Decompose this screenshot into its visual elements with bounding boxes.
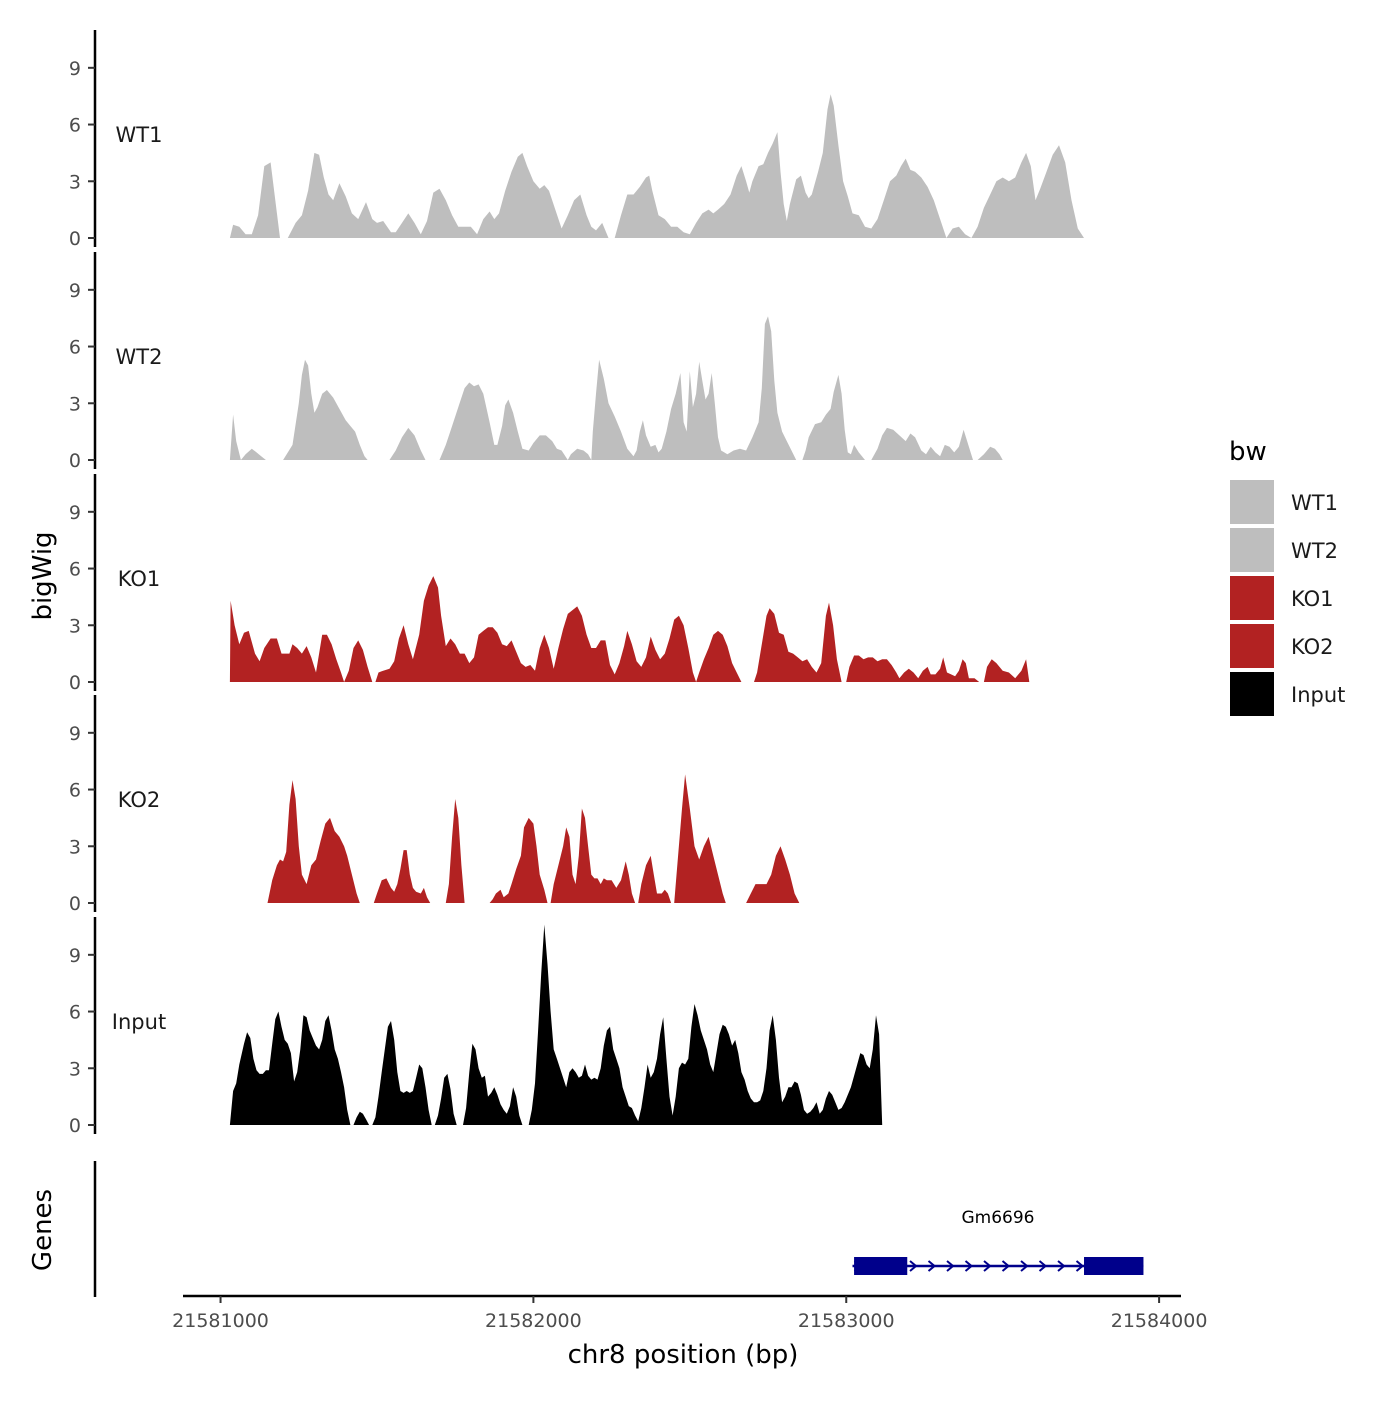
y-tick-label: 3 [69,171,81,193]
y-tick-label: 0 [69,1115,81,1137]
y-tick-label: 3 [69,836,81,858]
signal-area-ko1 [229,576,1030,682]
x-axis: 21581000 21582000 21583000 21584000 [172,1294,1208,1332]
legend-label-ko1: KO1 [1291,587,1334,611]
legend-key-ko1 [1230,576,1274,620]
track-label-wt1: WT1 [116,123,163,147]
y-tick-label: 6 [69,1002,81,1024]
strand-arrow [983,1260,992,1272]
track-label-wt2: WT2 [116,345,163,369]
strand-arrow [1020,1260,1029,1272]
track-panel-ko1: 0 3 6 9 KO1 [69,474,1030,694]
strand-arrow [1001,1260,1011,1272]
y-tick-label: 6 [69,115,81,137]
signal-area-ko2 [267,774,800,903]
y-tick-label: 3 [69,393,81,415]
y-tick-label: 0 [69,450,81,472]
signal-area-wt1 [229,94,1084,238]
track-label-ko1: KO1 [118,567,161,591]
strand-arrow [964,1260,974,1272]
signal-area-input [229,924,883,1125]
y-tick-label: 6 [69,559,81,581]
y-tick-label: 9 [69,945,81,967]
y-tick-label: 0 [69,893,81,915]
strand-arrow [1075,1260,1085,1272]
x-tick-label: 21584000 [1111,1310,1208,1332]
genes-axis-title: Genes [28,1189,58,1271]
y-axis-title: bigWig [28,531,58,620]
track-panel-ko2: 0 3 6 9 KO2 [69,695,800,915]
gene-exon [854,1257,908,1275]
y-tick-label: 9 [69,280,81,302]
strand-arrow [1057,1260,1066,1272]
legend-key-wt2 [1230,528,1274,572]
y-tick-label: 9 [69,58,81,80]
signal-area-wt2 [229,316,1003,460]
strand-arrow [1038,1260,1048,1272]
strand-arrow [927,1260,937,1272]
y-tick-label: 9 [69,502,81,524]
legend-label-input: Input [1291,683,1345,707]
x-tick-label: 21583000 [798,1310,895,1332]
legend-label-ko2: KO2 [1291,635,1334,659]
track-label-ko2: KO2 [118,788,161,812]
x-axis-title: chr8 position (bp) [568,1340,799,1370]
y-tick-label: 6 [69,780,81,802]
legend-label-wt2: WT2 [1291,539,1338,563]
y-tick-label: 0 [69,228,81,250]
y-tick-label: 9 [69,723,81,745]
y-tick-label: 0 [69,672,81,694]
track-panel-input: 0 3 6 9 Input [69,917,883,1137]
legend-title: bw [1229,437,1267,467]
gene-exon [1084,1257,1144,1275]
tracks-layer: 0 3 6 9 WT1 0 3 6 9 WT2 0 3 6 9 KO1 0 3 6 9 KO2 0 3 6 9 Input [69,30,1084,1137]
track-panel-wt2: 0 3 6 9 WT2 [69,252,1003,472]
strand-arrow [909,1260,918,1272]
legend-key-ko2 [1230,624,1274,668]
y-tick-label: 6 [69,337,81,359]
genes-layer: Gm6696 [93,1161,1144,1297]
strand-arrow [946,1260,955,1272]
x-tick-label: 21582000 [485,1310,582,1332]
y-tick-label: 3 [69,615,81,637]
legend: WT1 WT2 KO1 KO2 Input [1230,480,1345,716]
y-tick-label: 3 [69,1058,81,1080]
gene-name-label: Gm6696 [961,1208,1034,1228]
legend-label-wt1: WT1 [1291,491,1338,515]
track-panel-wt1: 0 3 6 9 WT1 [69,30,1084,250]
legend-key-input [1230,672,1274,716]
x-tick-label: 21581000 [172,1310,269,1332]
track-label-input: Input [112,1010,166,1034]
legend-key-wt1 [1230,480,1274,524]
